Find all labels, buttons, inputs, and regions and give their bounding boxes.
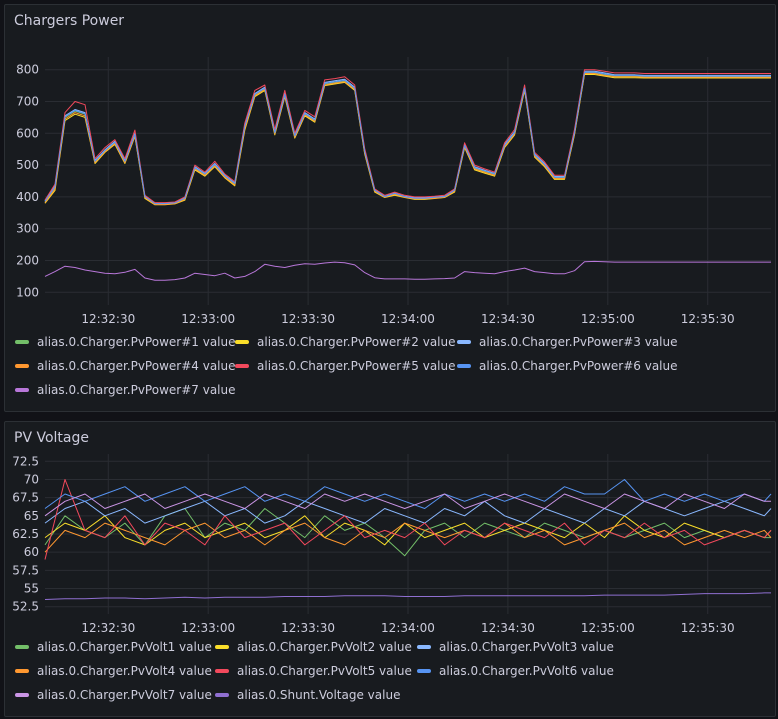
y-tick-label: 100 bbox=[16, 285, 39, 299]
legend-item[interactable]: alias.0.Shunt.Voltage value bbox=[215, 688, 400, 702]
y-tick-label: 57.5 bbox=[12, 563, 39, 577]
x-tick-label: 12:32:30 bbox=[81, 621, 135, 635]
legend-label: alias.0.Charger.PvPower#4 value bbox=[37, 359, 236, 373]
series-line-7 bbox=[44, 493, 771, 517]
legend-swatch bbox=[15, 693, 29, 697]
pv-voltage-chart: 52.5 55 57.5 60 62.5 65 67.5 70 72.5 12:32:30 12:3… bbox=[12, 454, 772, 635]
legend-swatch bbox=[235, 340, 249, 344]
y-tick-label: 800 bbox=[16, 63, 39, 77]
series-line-5 bbox=[44, 479, 772, 560]
legend-item[interactable]: alias.0.Charger.PvVolt3 value bbox=[417, 640, 614, 654]
legend-label: alias.0.Charger.PvPower#7 value bbox=[37, 383, 236, 397]
y-tick-label: 70 bbox=[24, 472, 39, 486]
x-tick-label: 12:33:00 bbox=[181, 312, 235, 326]
x-tick-label: 12:34:00 bbox=[381, 312, 435, 326]
legend-item[interactable]: alias.0.Charger.PvPower#6 value bbox=[457, 359, 678, 373]
chargers-power-legend: alias.0.Charger.PvPower#1 value alias.0.C… bbox=[15, 335, 771, 405]
legend-label: alias.0.Charger.PvVolt2 value bbox=[237, 640, 412, 654]
x-tick-label: 12:35:30 bbox=[681, 621, 735, 635]
y-tick-label: 500 bbox=[16, 158, 39, 172]
legend-swatch bbox=[235, 364, 249, 368]
y-tick-label: 67.5 bbox=[12, 491, 39, 505]
legend-item[interactable]: alias.0.Charger.PvPower#2 value bbox=[235, 335, 456, 349]
legend-label: alias.0.Charger.PvPower#3 value bbox=[479, 335, 678, 349]
legend-item[interactable]: alias.0.Charger.PvVolt1 value bbox=[15, 640, 212, 654]
pv-voltage-panel: PV Voltage 52.5 55 57.5 60 62.5 65 67.5 70 72.5 1… bbox=[4, 421, 776, 717]
x-tick-label: 12:33:30 bbox=[281, 621, 335, 635]
y-tick-label: 200 bbox=[16, 253, 39, 267]
legend-item[interactable]: alias.0.Charger.PvVolt4 value bbox=[15, 664, 212, 678]
legend-swatch bbox=[15, 364, 29, 368]
series-line-4 bbox=[44, 73, 771, 205]
legend-item[interactable]: alias.0.Charger.PvPower#4 value bbox=[15, 359, 236, 373]
x-tick-label: 12:35:00 bbox=[581, 621, 635, 635]
y-tick-label: 62.5 bbox=[12, 527, 39, 541]
chargers-power-panel: Chargers Power 100 200 300 400 500 600 700 800 1… bbox=[4, 4, 776, 412]
legend-item[interactable]: alias.0.Charger.PvPower#5 value bbox=[235, 359, 456, 373]
x-tick-label: 12:33:00 bbox=[181, 621, 235, 635]
legend-item[interactable]: alias.0.Charger.PvVolt2 value bbox=[215, 640, 412, 654]
legend-swatch bbox=[215, 693, 229, 697]
legend-label: alias.0.Charger.PvPower#5 value bbox=[257, 359, 456, 373]
series-line-6 bbox=[44, 71, 771, 205]
series-line-5 bbox=[44, 69, 771, 204]
legend-swatch bbox=[417, 645, 431, 649]
x-tick-label: 12:35:30 bbox=[681, 312, 735, 326]
y-tick-label: 700 bbox=[16, 95, 39, 109]
legend-label: alias.0.Charger.PvPower#1 value bbox=[37, 335, 236, 349]
legend-swatch bbox=[215, 669, 229, 673]
legend-label: alias.0.Charger.PvVolt4 value bbox=[37, 664, 212, 678]
legend-label: alias.0.Charger.PvPower#2 value bbox=[257, 335, 456, 349]
series-line-4 bbox=[44, 522, 772, 553]
legend-label: alias.0.Charger.PvVolt3 value bbox=[439, 640, 614, 654]
legend-item[interactable]: alias.0.Charger.PvVolt7 value bbox=[15, 688, 212, 702]
legend-swatch bbox=[417, 669, 431, 673]
y-tick-label: 55 bbox=[24, 582, 39, 596]
legend-label: alias.0.Charger.PvVolt1 value bbox=[37, 640, 212, 654]
legend-item[interactable]: alias.0.Charger.PvPower#3 value bbox=[457, 335, 678, 349]
y-tick-label: 400 bbox=[16, 190, 39, 204]
legend-label: alias.0.Charger.PvVolt7 value bbox=[37, 688, 212, 702]
panel-title: PV Voltage bbox=[14, 430, 89, 446]
series-line-7 bbox=[44, 260, 771, 281]
legend-swatch bbox=[15, 669, 29, 673]
y-tick-label: 72.5 bbox=[12, 454, 39, 468]
x-tick-label: 12:34:30 bbox=[481, 621, 535, 635]
pv-voltage-legend: alias.0.Charger.PvVolt1 value alias.0.Cha… bbox=[15, 640, 771, 712]
legend-item[interactable]: alias.0.Charger.PvVolt5 value bbox=[215, 664, 412, 678]
x-tick-label: 12:32:30 bbox=[81, 312, 135, 326]
legend-swatch bbox=[15, 645, 29, 649]
x-tick-label: 12:33:30 bbox=[281, 312, 335, 326]
legend-swatch bbox=[215, 645, 229, 649]
legend-label: alias.0.Charger.PvPower#6 value bbox=[479, 359, 678, 373]
panel-title: Chargers Power bbox=[14, 13, 125, 29]
legend-swatch bbox=[457, 340, 471, 344]
y-tick-label: 52.5 bbox=[12, 600, 39, 614]
x-tick-label: 12:35:00 bbox=[581, 312, 635, 326]
legend-swatch bbox=[457, 364, 471, 368]
legend-item[interactable]: alias.0.Charger.PvVolt6 value bbox=[417, 664, 614, 678]
y-tick-label: 60 bbox=[24, 545, 39, 559]
chargers-power-chart: 100 200 300 400 500 600 700 800 12:32:30 12:33:00… bbox=[16, 57, 771, 326]
legend-swatch bbox=[15, 340, 29, 344]
x-tick-label: 12:34:00 bbox=[381, 621, 435, 635]
x-tick-label: 12:34:30 bbox=[481, 312, 535, 326]
y-tick-label: 300 bbox=[16, 222, 39, 236]
legend-label: alias.0.Charger.PvVolt5 value bbox=[237, 664, 412, 678]
legend-label: alias.0.Shunt.Voltage value bbox=[237, 688, 401, 702]
series-line-8 bbox=[44, 592, 771, 600]
y-tick-label: 600 bbox=[16, 126, 39, 140]
legend-item[interactable]: alias.0.Charger.PvPower#1 value bbox=[15, 335, 236, 349]
legend-label: alias.0.Charger.PvVolt6 value bbox=[439, 664, 614, 678]
legend-item[interactable]: alias.0.Charger.PvPower#7 value bbox=[15, 383, 236, 397]
legend-swatch bbox=[15, 388, 29, 392]
y-tick-label: 65 bbox=[24, 509, 39, 523]
